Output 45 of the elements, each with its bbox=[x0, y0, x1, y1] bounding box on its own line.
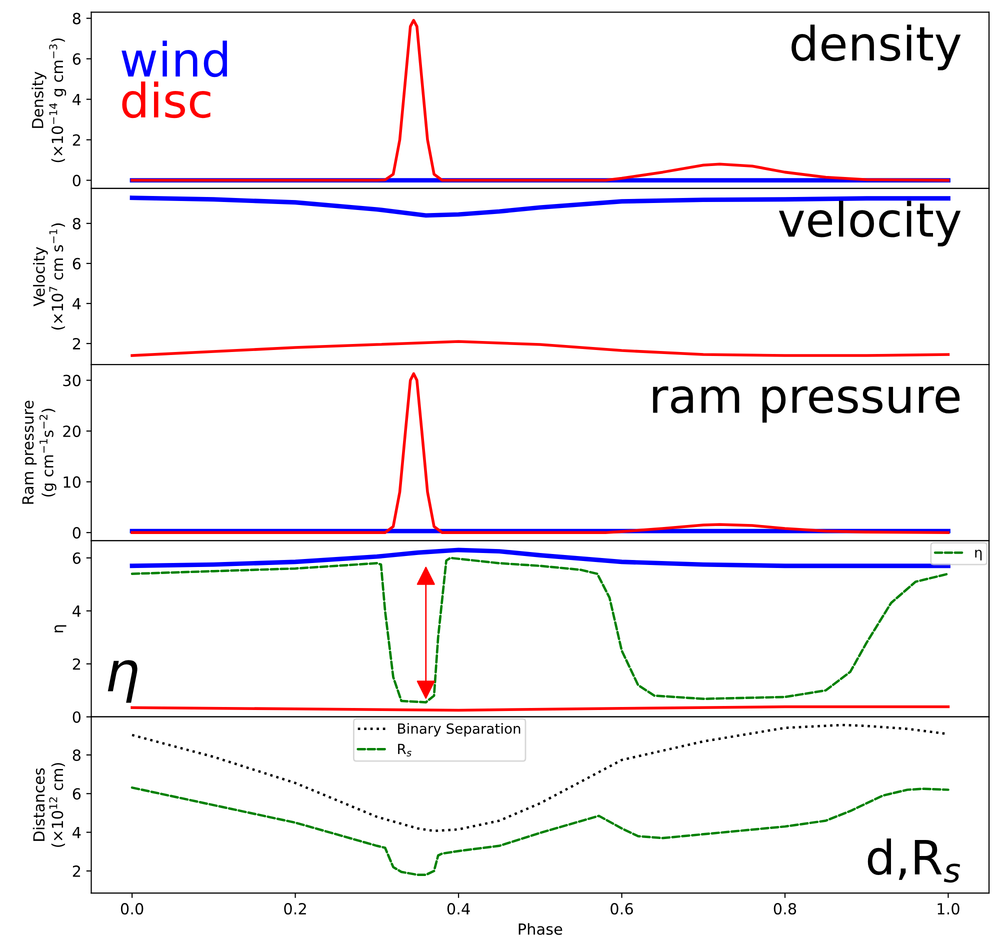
x-tick-label: 0.2 bbox=[284, 903, 306, 915]
y-tick-label: 4 bbox=[72, 826, 81, 838]
y-tick-label: 4 bbox=[72, 606, 81, 617]
y-tick-label: 6 bbox=[72, 552, 81, 564]
y-tick-label: 8 bbox=[72, 12, 80, 24]
y-tick-label: 10 bbox=[64, 476, 81, 488]
series-label: disc bbox=[122, 82, 210, 118]
x-tick-label: 0.0 bbox=[120, 903, 144, 915]
line-series bbox=[130, 548, 950, 568]
y-tick-label: 0 bbox=[72, 527, 81, 539]
y-axis-title: Ram pressure (g cm$^{−1}$s$^{−2}$) bbox=[22, 400, 56, 504]
legend-label: η bbox=[975, 550, 982, 560]
y-tick-label: 0 bbox=[72, 174, 81, 186]
x-tick-label: 0.8 bbox=[774, 903, 796, 915]
chart-title: ram pressure bbox=[653, 386, 960, 423]
x-axis-title: Phase bbox=[518, 923, 562, 935]
legend-label: R$_{s}$ bbox=[398, 744, 412, 756]
line-series bbox=[130, 340, 950, 357]
y-tick-label: 30 bbox=[63, 374, 81, 386]
y-tick-label: 4 bbox=[72, 94, 81, 106]
y-tick-label: 6 bbox=[72, 788, 81, 800]
y-tick-label: 20 bbox=[63, 426, 81, 438]
chart-title: density bbox=[792, 24, 961, 70]
legend-label: Binary Separation bbox=[398, 723, 520, 737]
y-tick-label: 8 bbox=[72, 218, 80, 230]
y-tick-label: 4 bbox=[72, 298, 81, 310]
y-tick-label: 8 bbox=[72, 749, 80, 761]
y-axis-title: η bbox=[54, 625, 66, 632]
y-tick-label: 2 bbox=[72, 134, 80, 146]
y-tick-label: 2 bbox=[72, 865, 80, 877]
y-tick-label: 2 bbox=[72, 658, 80, 670]
y-tick-label: 6 bbox=[72, 258, 81, 270]
text: wind bbox=[122, 40, 227, 78]
y-axis-title: Density (×10$^{−14}$ g cm$^{−3}$) bbox=[32, 38, 66, 162]
y-tick-label: 2 bbox=[72, 338, 80, 350]
text: d,R$_{s}$ bbox=[868, 838, 960, 883]
text: η bbox=[108, 660, 138, 703]
x-tick-label: 0.4 bbox=[447, 903, 470, 915]
y-tick-label: 0 bbox=[72, 711, 81, 723]
x-tick-label: 1.0 bbox=[938, 903, 960, 915]
chart-title: velocity bbox=[778, 200, 961, 246]
y-axis-title: Distances (×10$^{12}$ cm) bbox=[32, 763, 65, 847]
y-axis-title: Velocity (×10$^{7}$ cm s$^{−1}$) bbox=[33, 223, 65, 330]
y-tick-label: 6 bbox=[72, 53, 81, 65]
x-tick-label: 0.6 bbox=[610, 903, 633, 915]
